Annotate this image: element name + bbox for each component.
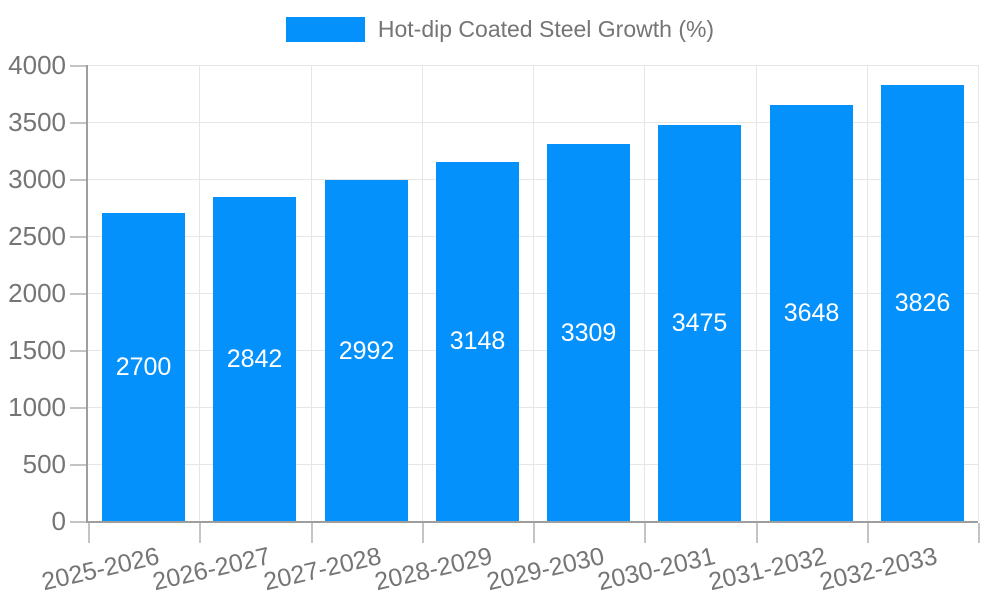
- x-tick: [533, 523, 535, 543]
- y-tick: [70, 236, 88, 238]
- bar[interactable]: 3148: [436, 162, 519, 521]
- x-axis-label: 2029-2030: [484, 542, 608, 597]
- x-tick: [311, 523, 313, 543]
- bar-value-label: 2992: [338, 337, 395, 365]
- x-axis-label: 2028-2029: [372, 542, 496, 597]
- x-tick: [644, 523, 646, 543]
- bar[interactable]: 3475: [658, 125, 741, 521]
- x-axis-label: 2032-2033: [817, 542, 941, 597]
- x-gridline: [422, 65, 423, 521]
- x-tick: [88, 523, 90, 543]
- y-axis-label: 3500: [8, 107, 66, 137]
- y-tick: [70, 122, 88, 124]
- bar[interactable]: 2700: [102, 213, 185, 521]
- y-tick: [70, 293, 88, 295]
- legend-label: Hot-dip Coated Steel Growth (%): [377, 16, 715, 42]
- x-gridline: [644, 65, 645, 521]
- y-axis-label: 4000: [8, 50, 66, 80]
- y-tick: [70, 464, 88, 466]
- x-gridline: [311, 65, 312, 521]
- x-tick: [867, 523, 869, 543]
- bar-value-label: 3475: [671, 309, 728, 337]
- x-tick: [756, 523, 758, 543]
- x-axis-label: 2030-2031: [595, 542, 719, 597]
- y-axis-label: 500: [22, 449, 66, 479]
- y-axis-label: 3000: [8, 164, 66, 194]
- y-axis-label: 2000: [8, 278, 66, 308]
- x-axis-label: 2031-2032: [706, 542, 830, 597]
- y-axis-line: [86, 65, 88, 523]
- x-axis-line: [86, 521, 978, 523]
- x-axis-label: 2026-2027: [150, 542, 274, 597]
- legend-swatch: [285, 17, 365, 42]
- bar-value-label: 3148: [449, 327, 506, 355]
- bar-value-label: 3826: [894, 289, 951, 317]
- bar-value-label: 2842: [226, 345, 283, 373]
- bar[interactable]: 2992: [325, 180, 408, 521]
- bar[interactable]: 2842: [213, 197, 296, 521]
- x-gridline: [533, 65, 534, 521]
- bar-value-label: 3648: [783, 299, 840, 327]
- x-gridline: [867, 65, 868, 521]
- x-gridline: [756, 65, 757, 521]
- x-tick: [978, 523, 980, 543]
- x-gridline: [199, 65, 200, 521]
- x-gridline: [978, 65, 979, 521]
- y-axis-label: 1500: [8, 335, 66, 365]
- y-axis-label: 1000: [8, 392, 66, 422]
- x-tick: [422, 523, 424, 543]
- bar-value-label: 3309: [560, 319, 617, 347]
- x-axis-label: 2025-2026: [39, 542, 163, 597]
- x-tick: [199, 523, 201, 543]
- y-tick: [70, 521, 88, 523]
- x-axis-label: 2027-2028: [261, 542, 385, 597]
- bar-value-label: 2700: [115, 353, 172, 381]
- y-axis-label: 2500: [8, 221, 66, 251]
- bar[interactable]: 3309: [547, 144, 630, 521]
- y-tick: [70, 407, 88, 409]
- y-tick: [70, 350, 88, 352]
- y-tick: [70, 65, 88, 67]
- bar[interactable]: 3648: [770, 105, 853, 521]
- bar[interactable]: 3826: [881, 85, 964, 521]
- chart-legend[interactable]: Hot-dip Coated Steel Growth (%): [0, 16, 1000, 43]
- y-tick: [70, 179, 88, 181]
- y-axis-label: 0: [51, 506, 66, 536]
